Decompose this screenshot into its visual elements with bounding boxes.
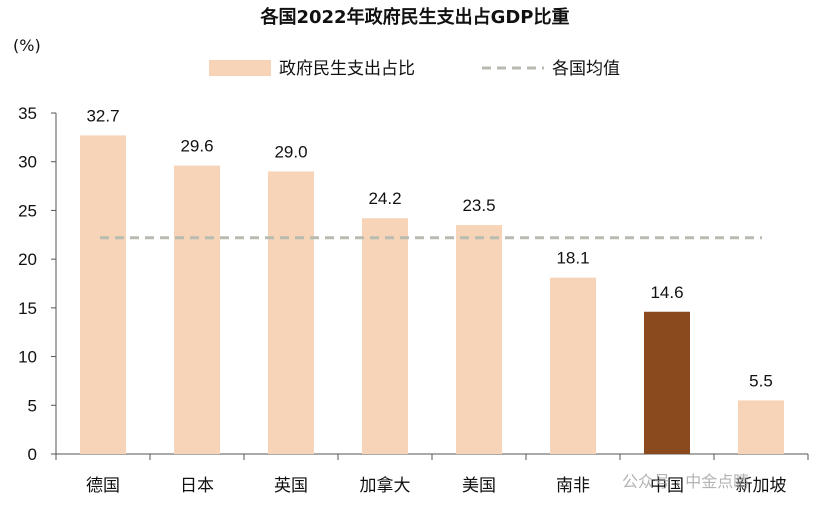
y-tick-label: 30 bbox=[18, 153, 37, 172]
x-category-label: 英国 bbox=[274, 476, 308, 496]
x-category-label: 日本 bbox=[180, 476, 214, 496]
bar bbox=[362, 218, 408, 454]
y-tick-label: 10 bbox=[18, 348, 37, 367]
y-tick-label: 20 bbox=[18, 250, 37, 269]
data-label: 5.5 bbox=[749, 371, 773, 390]
legend-line-label: 各国均值 bbox=[552, 59, 620, 79]
data-label: 23.5 bbox=[462, 196, 495, 215]
y-tick-label: 25 bbox=[18, 201, 37, 220]
bar bbox=[268, 171, 314, 454]
data-label: 32.7 bbox=[86, 106, 119, 125]
data-label: 29.0 bbox=[274, 142, 307, 161]
chart-title: 各国2022年政府民生支出占GDP比重 bbox=[259, 6, 569, 28]
y-axis-unit: (%) bbox=[13, 36, 41, 55]
x-category-label: 加拿大 bbox=[360, 475, 411, 496]
bar bbox=[456, 225, 502, 454]
x-category-label: 新加坡 bbox=[736, 476, 787, 496]
legend-bar-label: 政府民生支出占比 bbox=[279, 59, 415, 79]
legend-bar-swatch bbox=[209, 60, 271, 76]
data-label: 29.6 bbox=[180, 137, 213, 156]
x-category-label: 南非 bbox=[556, 476, 590, 496]
x-category-label: 美国 bbox=[462, 476, 496, 496]
legend: 政府民生支出占比 各国均值 bbox=[209, 59, 620, 79]
data-label: 18.1 bbox=[556, 249, 589, 268]
watermark: 公众号 · 中金点睛 bbox=[622, 472, 749, 491]
plot-area: 0 5 10 15 20 25 30 35 32.7 德国 29.6 日本 29.0 英国 24.2 加拿大 2… bbox=[18, 104, 809, 496]
x-category-label: 德国 bbox=[86, 476, 120, 496]
data-label: 14.6 bbox=[650, 283, 683, 302]
y-tick-label: 35 bbox=[18, 104, 37, 123]
y-tick-label: 0 bbox=[28, 445, 37, 464]
bar bbox=[644, 311, 690, 454]
y-tick-label: 5 bbox=[28, 396, 37, 415]
bar bbox=[174, 165, 220, 454]
data-label: 24.2 bbox=[368, 189, 401, 208]
bar bbox=[550, 277, 596, 454]
x-category-label: 中国 bbox=[650, 476, 684, 496]
bar bbox=[738, 400, 784, 454]
bar bbox=[80, 135, 126, 454]
y-tick-label: 15 bbox=[18, 299, 37, 318]
